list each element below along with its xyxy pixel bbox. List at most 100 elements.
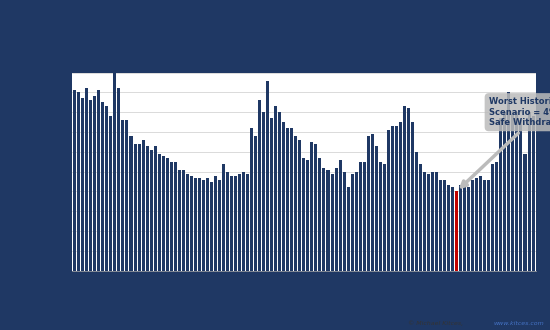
Bar (178, 170, 181, 271)
Bar (222, 164, 225, 271)
Bar (146, 146, 148, 271)
Bar (97, 90, 100, 271)
Bar (170, 162, 173, 271)
Y-axis label: Initial Withdrawal Rate: Initial Withdrawal Rate (19, 113, 28, 231)
Bar (246, 174, 249, 271)
Bar (290, 128, 293, 271)
Bar (81, 98, 84, 271)
Bar (302, 158, 305, 271)
Bar (487, 180, 490, 271)
Bar (395, 126, 398, 271)
Bar (94, 96, 96, 271)
Bar (194, 178, 197, 271)
Bar (158, 154, 161, 271)
Bar (435, 172, 438, 271)
Bar (531, 116, 535, 271)
Bar (463, 187, 466, 271)
Bar (491, 164, 494, 271)
Bar (431, 172, 434, 271)
Bar (266, 81, 269, 271)
Bar (447, 185, 450, 271)
Bar (113, 73, 117, 271)
Bar (230, 176, 233, 271)
Bar (89, 100, 92, 271)
Bar (101, 102, 104, 271)
Bar (331, 174, 333, 271)
Bar (278, 112, 281, 271)
Bar (166, 158, 169, 271)
Bar (141, 140, 145, 271)
Text: Worst Historical
Scenario = 4% =
Safe Withdrawal Rate: Worst Historical Scenario = 4% = Safe Wi… (461, 97, 550, 187)
Bar (471, 180, 474, 271)
Bar (524, 154, 526, 271)
Bar (355, 172, 358, 271)
Bar (122, 120, 124, 271)
Bar (527, 112, 531, 271)
Bar (294, 136, 298, 271)
Text: www.kitces.com: www.kitces.com (494, 321, 544, 326)
Bar (274, 106, 277, 271)
Bar (411, 122, 414, 271)
Bar (350, 174, 354, 271)
Bar (210, 182, 213, 271)
Bar (512, 114, 514, 271)
Bar (371, 134, 374, 271)
Bar (125, 120, 129, 271)
Bar (379, 162, 382, 271)
Bar (479, 176, 482, 271)
Bar (214, 176, 217, 271)
Bar (118, 88, 120, 271)
Bar (85, 88, 89, 271)
Bar (399, 122, 402, 271)
Bar (129, 136, 133, 271)
Bar (287, 128, 289, 271)
Bar (334, 168, 338, 271)
Bar (519, 120, 522, 271)
Bar (282, 122, 285, 271)
Bar (451, 187, 454, 271)
Bar (359, 162, 362, 271)
Bar (339, 160, 342, 271)
Bar (427, 174, 430, 271)
Bar (182, 170, 185, 271)
Bar (234, 176, 237, 271)
Bar (419, 164, 422, 271)
Bar (298, 140, 301, 271)
Bar (218, 180, 221, 271)
Bar (407, 108, 410, 271)
Bar (186, 174, 189, 271)
Bar (375, 146, 378, 271)
Bar (346, 187, 350, 271)
Bar (483, 180, 486, 271)
Bar (174, 162, 177, 271)
Bar (503, 112, 507, 271)
Bar (73, 90, 76, 271)
Bar (109, 116, 112, 271)
Bar (262, 112, 265, 271)
Bar (439, 180, 442, 271)
Bar (383, 164, 386, 271)
Text: © Michael Kitces,: © Michael Kitces, (408, 320, 465, 326)
Bar (242, 172, 245, 271)
Bar (391, 126, 394, 271)
Bar (138, 144, 141, 271)
Bar (367, 136, 370, 271)
Bar (362, 162, 366, 271)
Bar (467, 187, 470, 271)
Bar (190, 176, 193, 271)
Bar (496, 162, 498, 271)
Bar (310, 142, 314, 271)
Bar (459, 185, 462, 271)
Bar (258, 100, 261, 271)
Bar (77, 92, 80, 271)
Bar (475, 178, 478, 271)
Bar (387, 130, 390, 271)
Bar (134, 144, 136, 271)
Bar (238, 174, 241, 271)
Bar (499, 118, 502, 271)
Bar (153, 146, 157, 271)
Bar (415, 152, 418, 271)
Bar (318, 158, 321, 271)
Bar (206, 178, 209, 271)
Bar (226, 172, 229, 271)
